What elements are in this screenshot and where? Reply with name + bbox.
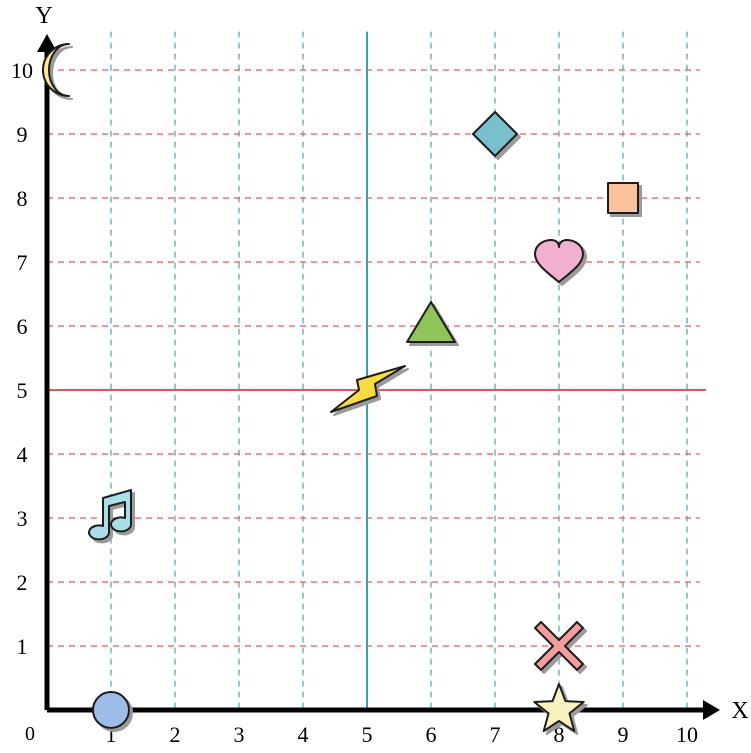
y-tick-label: 6 bbox=[17, 314, 28, 339]
y-tick-label: 10 bbox=[11, 58, 33, 83]
origin-label: 0 bbox=[25, 723, 35, 745]
x-tick-labels: 1 2 3 4 5 6 7 8 9 10 bbox=[106, 722, 699, 747]
y-tick-label: 3 bbox=[17, 506, 28, 531]
shapes-layer bbox=[42, 43, 639, 733]
y-tick-label: 4 bbox=[17, 442, 28, 467]
circle-icon bbox=[92, 691, 130, 729]
star-icon bbox=[533, 683, 585, 733]
x-tick-label: 3 bbox=[234, 722, 245, 747]
y-tick-label: 7 bbox=[17, 250, 28, 275]
x-tick-label: 1 bbox=[106, 722, 117, 747]
x-tick-label: 8 bbox=[554, 722, 565, 747]
reference-lines bbox=[47, 31, 706, 710]
vertical-gridlines bbox=[110, 31, 688, 710]
axes: X Y 0 bbox=[25, 3, 749, 745]
horizontal-gridlines bbox=[47, 69, 700, 647]
heart-icon bbox=[534, 239, 584, 283]
x-axis-arrow-icon bbox=[703, 700, 720, 720]
x-tick-label: 6 bbox=[426, 722, 437, 747]
cross-icon bbox=[534, 621, 584, 671]
y-axis-label: Y bbox=[35, 3, 52, 29]
x-tick-label: 4 bbox=[298, 722, 309, 747]
y-tick-label: 8 bbox=[17, 186, 28, 211]
x-tick-label: 10 bbox=[676, 722, 698, 747]
x-tick-label: 9 bbox=[618, 722, 629, 747]
moon-icon bbox=[42, 43, 70, 97]
triangle-icon bbox=[406, 301, 456, 343]
x-tick-label: 7 bbox=[490, 722, 501, 747]
x-axis-label: X bbox=[731, 698, 748, 724]
y-axis-arrow-icon bbox=[37, 34, 57, 52]
y-tick-labels: 1 2 3 4 5 6 7 8 9 10 bbox=[11, 58, 33, 659]
diamond-icon bbox=[472, 111, 518, 157]
music-note-icon bbox=[88, 489, 132, 541]
y-tick-label: 2 bbox=[17, 570, 28, 595]
y-tick-label: 1 bbox=[17, 634, 28, 659]
x-tick-label: 2 bbox=[170, 722, 181, 747]
y-tick-label: 9 bbox=[17, 122, 28, 147]
x-tick-label: 5 bbox=[362, 722, 373, 747]
lightning-icon bbox=[330, 365, 406, 413]
square-icon bbox=[607, 182, 639, 214]
y-tick-label: 5 bbox=[17, 378, 28, 403]
